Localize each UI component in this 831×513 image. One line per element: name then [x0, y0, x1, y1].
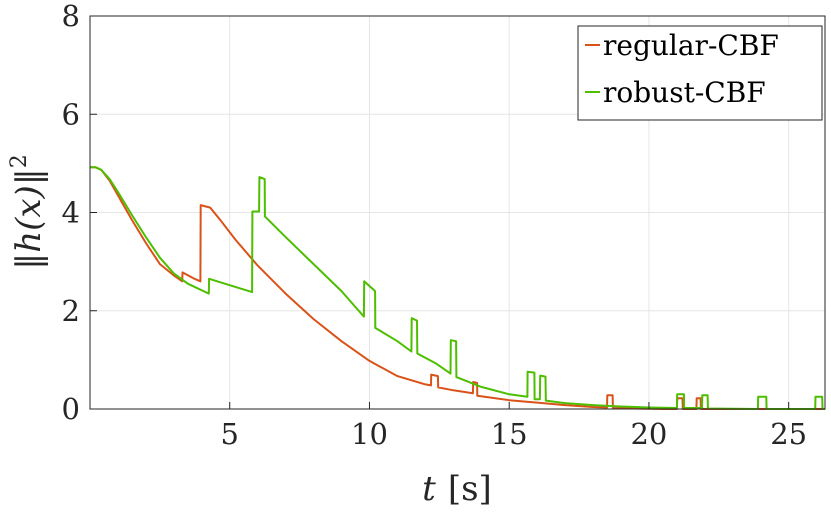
- y-tick-label: 0: [62, 392, 80, 426]
- x-tick-label: 15: [491, 417, 528, 451]
- x-axis-label-var: t: [422, 469, 436, 509]
- y-axis-label-exponent: 2: [7, 154, 32, 168]
- series-line-robust-cbf: [90, 166, 825, 410]
- x-axis-label: t [s]: [422, 469, 492, 509]
- legend-box: [577, 25, 823, 121]
- legend-label-regular-cbf: regular-CBF: [603, 29, 779, 62]
- y-tick-label: 4: [62, 196, 80, 230]
- x-tick-label: 20: [630, 417, 667, 451]
- ticks: 5 10 15 20 25 0 2 4 6 8: [62, 0, 808, 451]
- legend-label-robust-cbf: robust-CBF: [603, 76, 766, 109]
- y-tick-label: 6: [62, 97, 80, 131]
- x-tick-label: 25: [770, 417, 807, 451]
- x-axis-label-unit: [s]: [448, 469, 492, 509]
- y-axis-label: ‖h(x)‖2: [7, 154, 49, 270]
- x-tick-label: 5: [221, 417, 239, 451]
- y-tick-label: 8: [62, 0, 80, 33]
- y-axis-label-text: ‖h(x)‖: [9, 168, 49, 270]
- y-tick-label: 2: [62, 294, 80, 328]
- x-tick-label: 10: [351, 417, 388, 451]
- legend: regular-CBF robust-CBF: [577, 25, 823, 121]
